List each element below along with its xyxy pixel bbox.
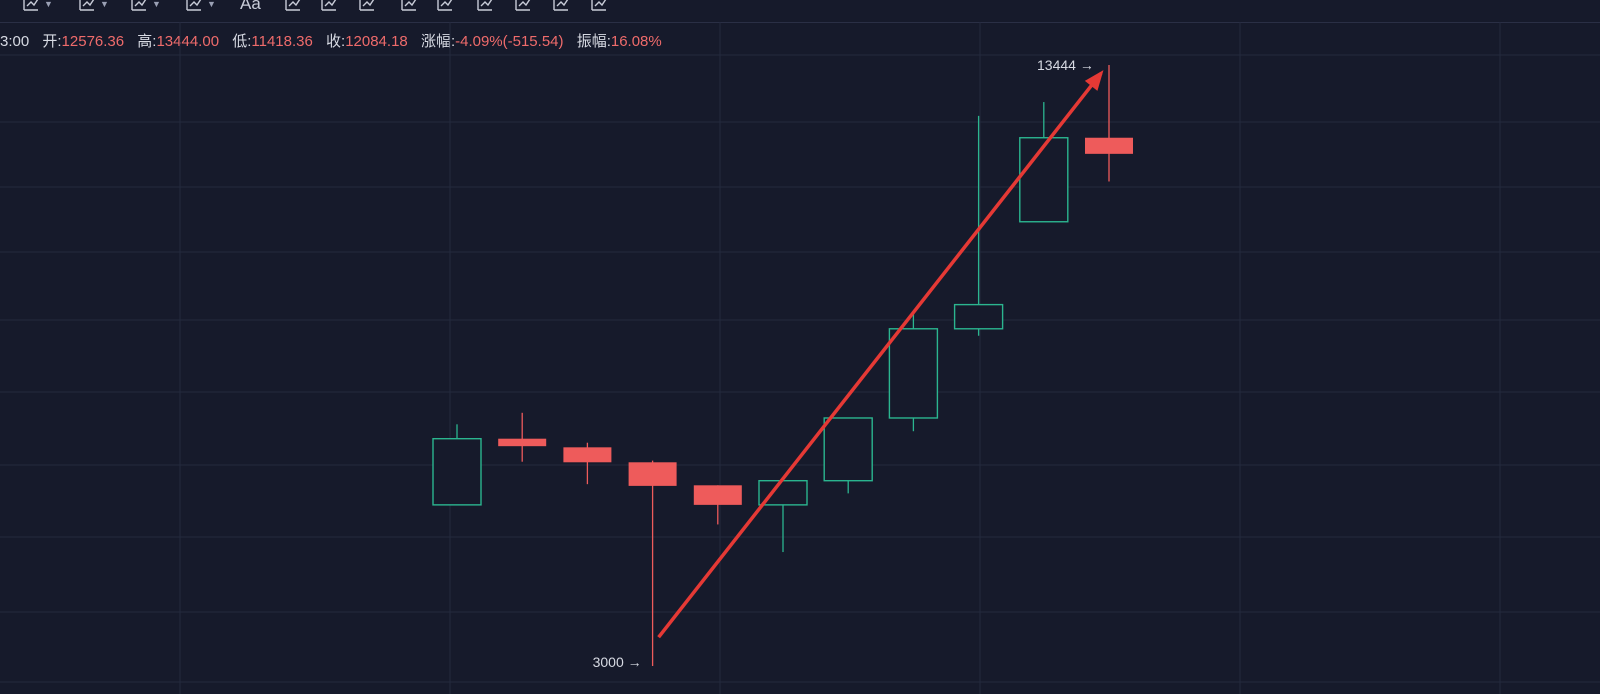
chevron-down-icon[interactable]: ▼ bbox=[152, 0, 161, 9]
chevron-down-icon[interactable]: ▼ bbox=[100, 0, 109, 9]
candle-body bbox=[693, 485, 742, 505]
bookmark-tool[interactable] bbox=[514, 0, 532, 14]
open-value: 12576.36 bbox=[61, 33, 125, 50]
max-price-label: 13444 → bbox=[1037, 57, 1094, 73]
hide-drawings-icon bbox=[553, 0, 569, 11]
wave-pattern-tool[interactable]: ▼ bbox=[130, 0, 161, 14]
eraser-shape-icon bbox=[285, 0, 301, 11]
ohlc-info-bar: 3:00 开:12576.36 高:13444.00 低:11418.36 收:… bbox=[0, 30, 1600, 50]
wave-pattern-icon bbox=[131, 0, 147, 11]
candle[interactable] bbox=[693, 485, 742, 525]
chevron-down-icon[interactable]: ▼ bbox=[207, 0, 216, 9]
candle[interactable] bbox=[758, 479, 808, 553]
brush-tool[interactable] bbox=[400, 0, 418, 14]
ruler-icon bbox=[359, 0, 375, 11]
brush-icon bbox=[401, 0, 417, 11]
candle[interactable] bbox=[563, 442, 612, 485]
drawing-toolbar: ▼ ▼ ▼ ▼ Aa bbox=[0, 0, 1600, 23]
horizontal-line-tool[interactable]: ▼ bbox=[78, 0, 109, 14]
ruler-tool[interactable] bbox=[358, 0, 376, 14]
candle-body bbox=[628, 462, 677, 486]
candle-body bbox=[498, 438, 547, 447]
trash-tool[interactable] bbox=[590, 0, 608, 14]
candle[interactable] bbox=[432, 424, 482, 506]
trend-arrow-line bbox=[657, 72, 1103, 639]
measure-icon bbox=[186, 0, 202, 11]
eraser-shape-tool[interactable] bbox=[284, 0, 302, 14]
indicator-icon bbox=[437, 0, 453, 11]
candle[interactable] bbox=[628, 460, 677, 666]
bookmark-icon bbox=[515, 0, 531, 11]
close-label: 收: bbox=[326, 33, 346, 50]
candle-body bbox=[563, 447, 612, 463]
amplitude-label: 振幅: bbox=[576, 33, 611, 50]
candle-body bbox=[888, 328, 939, 419]
text-tool[interactable]: Aa bbox=[240, 0, 261, 14]
candle[interactable] bbox=[953, 115, 1004, 336]
candle[interactable] bbox=[1085, 65, 1133, 182]
close-value: 12084.18 bbox=[345, 33, 408, 50]
horizontal-line-icon bbox=[79, 0, 95, 11]
candle-body bbox=[432, 437, 482, 506]
cursor-tool[interactable]: ▼ bbox=[22, 0, 53, 14]
high-label: 高: bbox=[137, 33, 157, 50]
lock-tool[interactable] bbox=[476, 0, 494, 14]
candle-body bbox=[1019, 137, 1069, 223]
hide-drawings-tool[interactable] bbox=[552, 0, 570, 14]
trash-icon bbox=[591, 0, 607, 11]
high-value: 13444.00 bbox=[156, 33, 220, 50]
low-value: 11418.36 bbox=[251, 33, 313, 50]
link-tool[interactable] bbox=[320, 0, 338, 14]
candle[interactable] bbox=[498, 412, 547, 462]
link-icon bbox=[321, 0, 337, 11]
text-icon: Aa bbox=[240, 0, 261, 13]
indicator-tool[interactable] bbox=[436, 0, 454, 14]
candle[interactable] bbox=[888, 312, 939, 432]
low-label: 低: bbox=[232, 33, 252, 50]
lock-icon bbox=[477, 0, 493, 11]
candle[interactable] bbox=[823, 417, 873, 494]
trend-arrow-head bbox=[1084, 70, 1104, 91]
change-value: -4.09%(-515.54) bbox=[455, 33, 564, 50]
candle-body bbox=[823, 417, 873, 482]
amplitude-value: 16.08% bbox=[610, 33, 662, 50]
open-label: 开: bbox=[42, 33, 62, 50]
candle-body bbox=[953, 303, 1004, 330]
time-fragment: 3:00 bbox=[0, 33, 30, 50]
chevron-down-icon[interactable]: ▼ bbox=[44, 0, 53, 9]
candle[interactable] bbox=[1019, 102, 1069, 223]
change-label: 涨幅: bbox=[420, 33, 456, 50]
cursor-icon bbox=[23, 0, 39, 11]
min-price-label: 3000 → bbox=[592, 654, 642, 670]
candle-body bbox=[1085, 137, 1133, 154]
measure-tool[interactable]: ▼ bbox=[185, 0, 216, 14]
